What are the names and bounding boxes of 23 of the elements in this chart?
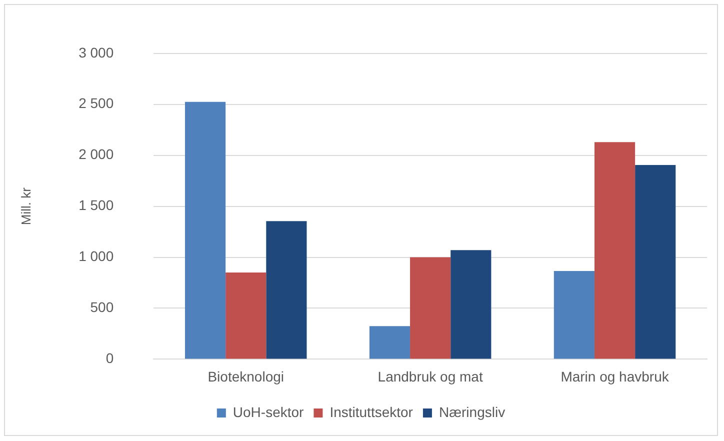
legend-label: UoH-sektor: [232, 404, 304, 420]
bar: [635, 165, 676, 359]
bar: [554, 271, 594, 359]
bar: [410, 257, 451, 359]
x-tick-label: Marin og havbruk: [560, 368, 670, 384]
y-tick-label: 1 000: [78, 248, 114, 264]
bar: [450, 250, 492, 359]
legend-label: Næringsliv: [438, 404, 506, 420]
y-tick-label: 500: [90, 299, 114, 316]
y-tick-label: 3 000: [78, 44, 114, 60]
y-tick-label: 2 000: [78, 146, 114, 162]
bar: [594, 142, 636, 359]
bar: [369, 326, 410, 359]
y-tick-label: 1 500: [78, 197, 114, 214]
y-axis-title: Mill. kr: [18, 186, 34, 226]
x-tick-label: Bioteknologi: [208, 368, 284, 384]
bar: [226, 272, 266, 359]
legend-label: Instituttsektor: [330, 404, 414, 420]
y-tick-label: 0: [106, 350, 114, 366]
bar: [184, 102, 226, 359]
bar: [266, 221, 307, 359]
x-tick-label: Landbruk og mat: [378, 368, 483, 384]
y-tick-label: 2 500: [78, 95, 114, 112]
